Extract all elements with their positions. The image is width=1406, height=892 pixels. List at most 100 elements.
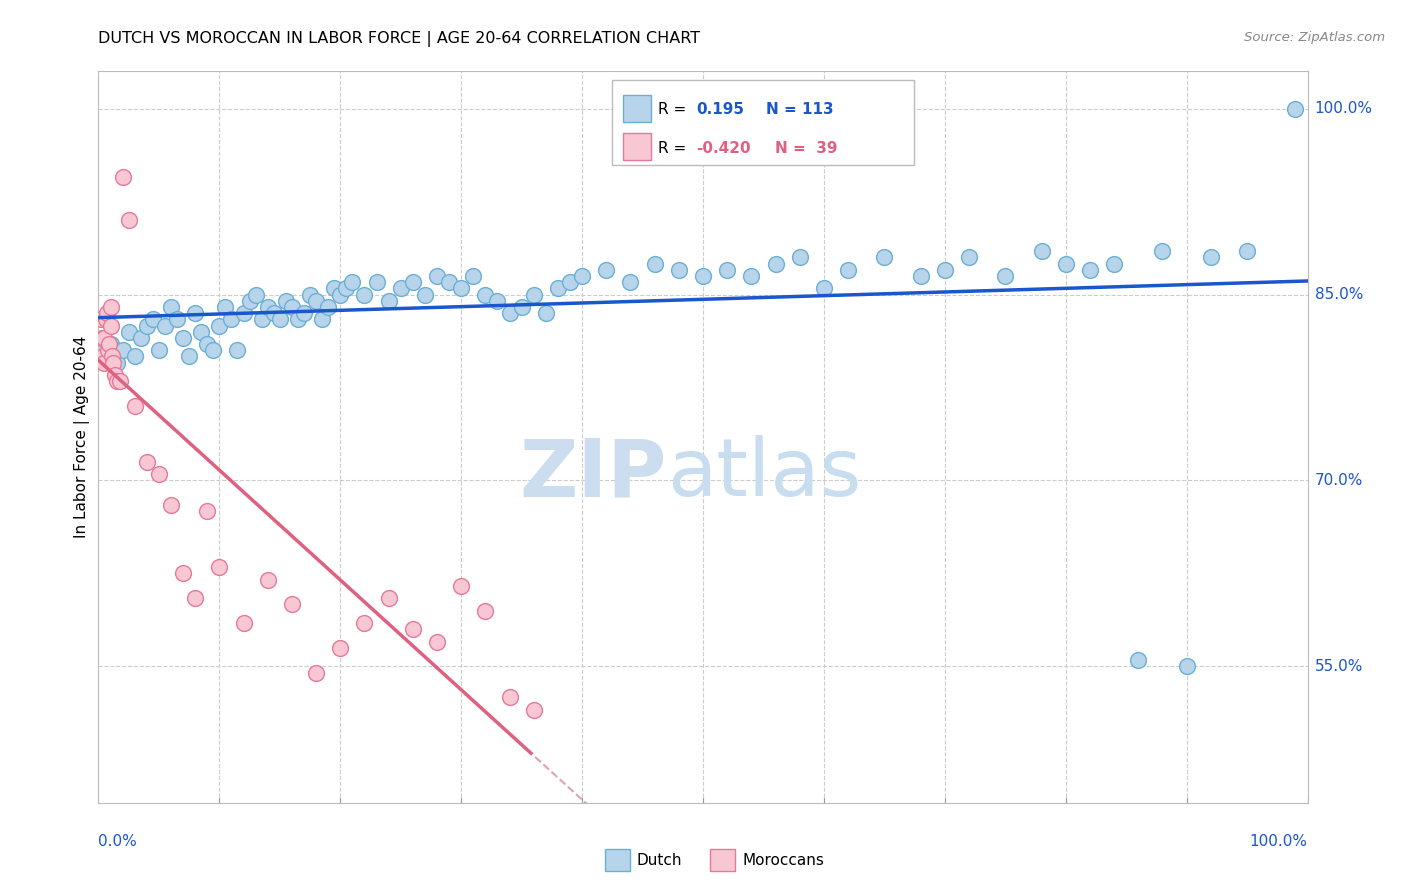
Point (232, 306, 254, 320)
Text: Moroccans: Moroccans (742, 854, 824, 868)
Point (226, 343, 249, 358)
Point (91, 331, 114, 345)
Point (97, 343, 120, 358)
Point (90, 312, 112, 326)
Point (1175, 659, 1198, 673)
Point (377, 591, 399, 606)
Point (93, 356, 115, 370)
Point (305, 665, 328, 680)
Point (108, 374, 131, 388)
Point (837, 262, 859, 277)
Point (523, 703, 546, 717)
Point (486, 293, 509, 308)
Text: 85.0%: 85.0% (1315, 287, 1362, 302)
Point (716, 262, 738, 277)
Point (547, 281, 569, 295)
Point (994, 268, 1017, 283)
Text: 0.195: 0.195 (696, 103, 744, 118)
Point (299, 287, 322, 301)
Point (335, 281, 357, 295)
Point (595, 262, 617, 277)
Text: N = 113: N = 113 (766, 103, 834, 118)
Point (342, 275, 364, 289)
Point (1236, 244, 1258, 259)
Point (93, 331, 115, 345)
Point (353, 287, 375, 301)
Point (172, 331, 194, 345)
Point (214, 300, 236, 314)
Point (221, 312, 243, 326)
Text: atlas: atlas (666, 435, 860, 513)
Point (498, 306, 520, 320)
Point (124, 350, 146, 364)
Point (619, 275, 641, 289)
Point (366, 275, 388, 289)
Point (100, 337, 122, 351)
Point (316, 300, 339, 314)
Point (111, 169, 134, 184)
Text: 70.0%: 70.0% (1315, 473, 1362, 488)
Point (1078, 262, 1101, 277)
Point (305, 293, 328, 308)
Point (250, 312, 273, 326)
Point (510, 300, 533, 314)
Point (135, 318, 157, 333)
Point (1152, 244, 1174, 259)
Point (873, 250, 896, 264)
Point (93, 343, 115, 358)
Text: DUTCH VS MOROCCAN IN LABOR FORCE | AGE 20-64 CORRELATION CHART: DUTCH VS MOROCCAN IN LABOR FORCE | AGE 2… (98, 31, 700, 47)
Point (523, 287, 546, 301)
Point (96, 306, 118, 320)
Point (190, 325, 212, 339)
Text: ZIP: ZIP (519, 435, 666, 513)
Point (402, 275, 425, 289)
Point (1284, 102, 1306, 116)
Point (160, 498, 183, 512)
Point (195, 504, 218, 518)
Point (426, 634, 449, 648)
Text: 0.0%: 0.0% (98, 834, 138, 849)
Point (813, 281, 835, 295)
Point (644, 256, 666, 270)
Point (232, 615, 254, 630)
Point (292, 306, 315, 320)
Text: 100.0%: 100.0% (1250, 834, 1308, 849)
Text: 55.0%: 55.0% (1315, 659, 1362, 674)
Point (269, 312, 291, 326)
Point (208, 560, 231, 574)
Point (474, 604, 496, 618)
Point (287, 312, 309, 326)
Point (208, 318, 231, 333)
Point (100, 350, 122, 364)
Point (105, 374, 128, 388)
Point (668, 262, 690, 277)
Point (281, 300, 304, 314)
Point (402, 622, 425, 636)
Point (353, 615, 375, 630)
Point (740, 268, 762, 283)
Point (98, 337, 121, 351)
Point (101, 356, 124, 370)
Point (329, 287, 352, 301)
Text: N =  39: N = 39 (775, 141, 837, 155)
Point (148, 467, 170, 482)
Point (377, 293, 399, 308)
Point (135, 455, 157, 469)
Point (1054, 256, 1077, 270)
Point (256, 300, 278, 314)
Point (450, 579, 472, 593)
Point (274, 293, 297, 308)
Point (534, 306, 557, 320)
Text: 100.0%: 100.0% (1315, 101, 1372, 116)
Point (389, 281, 412, 295)
Point (498, 690, 520, 705)
Point (239, 293, 262, 308)
Point (148, 343, 170, 358)
Point (1102, 256, 1125, 270)
Point (100, 300, 122, 314)
Point (118, 213, 141, 227)
Point (184, 306, 207, 320)
Point (195, 337, 218, 351)
Point (692, 268, 714, 283)
Point (1031, 244, 1053, 259)
